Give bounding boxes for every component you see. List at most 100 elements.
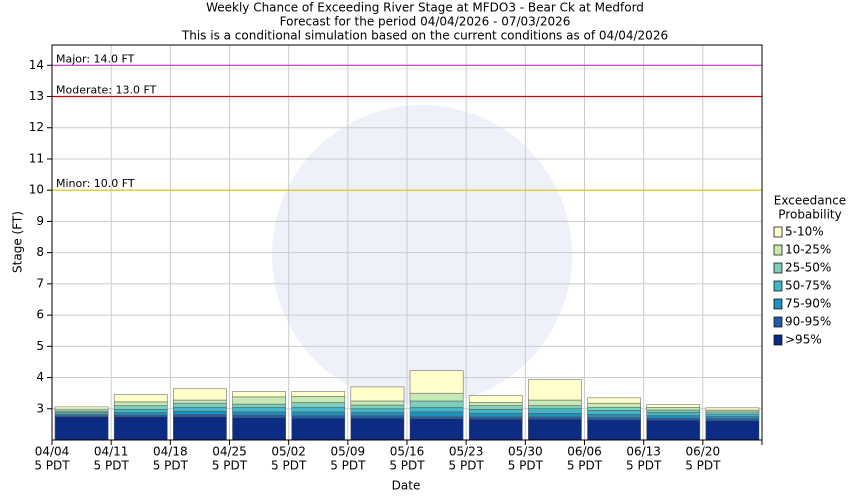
y-tick-label: 5 (36, 339, 44, 353)
bar-segment (350, 404, 405, 410)
bar-segment (409, 370, 464, 394)
x-axis-label: Date (392, 479, 421, 493)
bar-segment (113, 416, 168, 441)
legend-title: Exceedance (774, 194, 846, 208)
x-tick-label: 05/16 (390, 445, 425, 459)
bar-segment (646, 415, 701, 419)
y-tick-label: 13 (29, 89, 44, 103)
bar-segment (54, 412, 109, 415)
chart-title: Weekly Chance of Exceeding River Stage a… (206, 1, 644, 15)
bar-segment (350, 417, 405, 441)
bar-segment (54, 406, 109, 410)
bar-segment (587, 397, 641, 404)
legend-label: 10-25% (785, 243, 831, 257)
bar-segment (232, 391, 286, 398)
bar-segment (468, 409, 523, 414)
bar-segment (291, 396, 346, 403)
bar-segment (528, 413, 582, 418)
y-tick-label: 4 (36, 370, 44, 384)
y-tick-label: 3 (36, 401, 44, 415)
x-tick-label: 05/30 (508, 445, 543, 459)
x-tick-label: 5 PDT (212, 459, 248, 473)
bar-segment (54, 416, 109, 441)
bar-segment (173, 411, 227, 415)
bar-segment (528, 405, 582, 410)
bar-segment (232, 411, 286, 416)
x-tick-label: 06/13 (626, 445, 661, 459)
x-tick-label: 5 PDT (567, 459, 603, 473)
bar-segment (113, 394, 168, 403)
legend-label: 75-90% (785, 297, 831, 311)
x-tick-label: 05/02 (271, 445, 306, 459)
bar-segment (528, 379, 582, 401)
legend-label: 25-50% (785, 261, 831, 275)
bar-segment (528, 416, 582, 420)
bar-segment (468, 418, 523, 441)
x-tick-label: 5 PDT (389, 459, 425, 473)
bar-segment (468, 395, 523, 403)
bar-segment (646, 409, 701, 413)
bar-segment (409, 392, 464, 402)
legend-label: 50-75% (785, 279, 831, 293)
bar-segment (528, 408, 582, 414)
bar-segment (173, 399, 227, 404)
bar-segment (291, 406, 346, 413)
x-tick-label: 5 PDT (271, 459, 307, 473)
bar-segment (705, 409, 760, 413)
bar-segment (350, 386, 405, 402)
bar-segment (173, 416, 227, 441)
bar-segment (646, 419, 701, 441)
bar-segment (232, 396, 286, 405)
bar-segment (232, 417, 286, 441)
bar-segment (173, 388, 227, 401)
y-tick-label: 10 (29, 183, 44, 197)
bar-segment (705, 416, 760, 420)
x-tick-label: 5 PDT (153, 459, 189, 473)
y-axis-label: Stage (FT) (11, 211, 25, 273)
bar-segment (468, 402, 523, 406)
bar-segment (232, 403, 286, 408)
threshold-label: Moderate: 13.0 FT (56, 84, 157, 97)
bar-segment (587, 406, 641, 411)
x-tick-label: 05/23 (449, 445, 484, 459)
legend-swatch (773, 280, 783, 292)
legend-label: 90-95% (785, 315, 831, 329)
bar-segment (350, 400, 405, 406)
chart-subtitle: Forecast for the period 04/04/2026 - 07/… (280, 15, 571, 29)
y-tick-label: 9 (36, 214, 44, 228)
legend-swatch (773, 244, 783, 256)
x-tick-label: 5 PDT (330, 459, 366, 473)
bar-segment (705, 418, 760, 421)
bar-segment (350, 415, 405, 419)
legend-swatch (773, 298, 783, 310)
x-tick-label: 04/18 (153, 445, 188, 459)
x-tick-label: 5 PDT (94, 459, 130, 473)
threshold-label: Major: 14.0 FT (56, 52, 135, 65)
bar-segment (350, 412, 405, 416)
watermark (272, 105, 572, 405)
x-tick-label: 06/20 (686, 445, 721, 459)
y-tick-label: 6 (36, 308, 44, 322)
bar-segment (587, 417, 641, 420)
x-tick-label: 04/25 (212, 445, 247, 459)
bar-segment (646, 417, 701, 421)
x-tick-label: 5 PDT (685, 459, 721, 473)
threshold-label: Minor: 10.0 FT (56, 177, 135, 190)
bar-segment (705, 407, 760, 411)
bar-segment (291, 391, 346, 397)
bar-segment (409, 406, 464, 413)
bar-segment (705, 413, 760, 417)
bar-segment (291, 402, 346, 408)
bar-segment (646, 404, 701, 408)
bar-segment (587, 410, 641, 415)
bar-segment (468, 413, 523, 418)
bar-segment (232, 414, 286, 418)
bar-segment (705, 420, 760, 441)
legend-swatch (773, 226, 783, 238)
bar-segment (646, 412, 701, 416)
x-tick-label: 04/11 (94, 445, 129, 459)
y-tick-label: 14 (29, 58, 44, 72)
y-tick-label: 7 (36, 276, 44, 290)
bar-segment (54, 408, 109, 412)
